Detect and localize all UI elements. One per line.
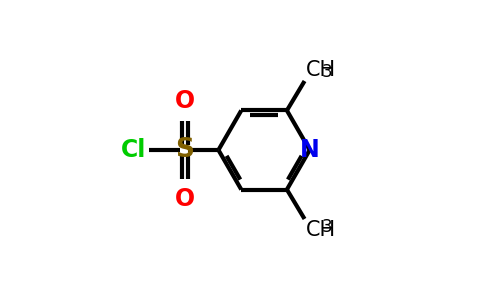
Text: S: S (175, 137, 194, 163)
Text: 3: 3 (321, 218, 332, 236)
Text: CH: CH (306, 60, 336, 80)
Text: CH: CH (306, 220, 336, 240)
Text: N: N (300, 138, 319, 162)
Text: 3: 3 (321, 63, 332, 81)
Text: Cl: Cl (121, 138, 146, 162)
Text: O: O (175, 187, 195, 211)
Text: O: O (175, 89, 195, 113)
